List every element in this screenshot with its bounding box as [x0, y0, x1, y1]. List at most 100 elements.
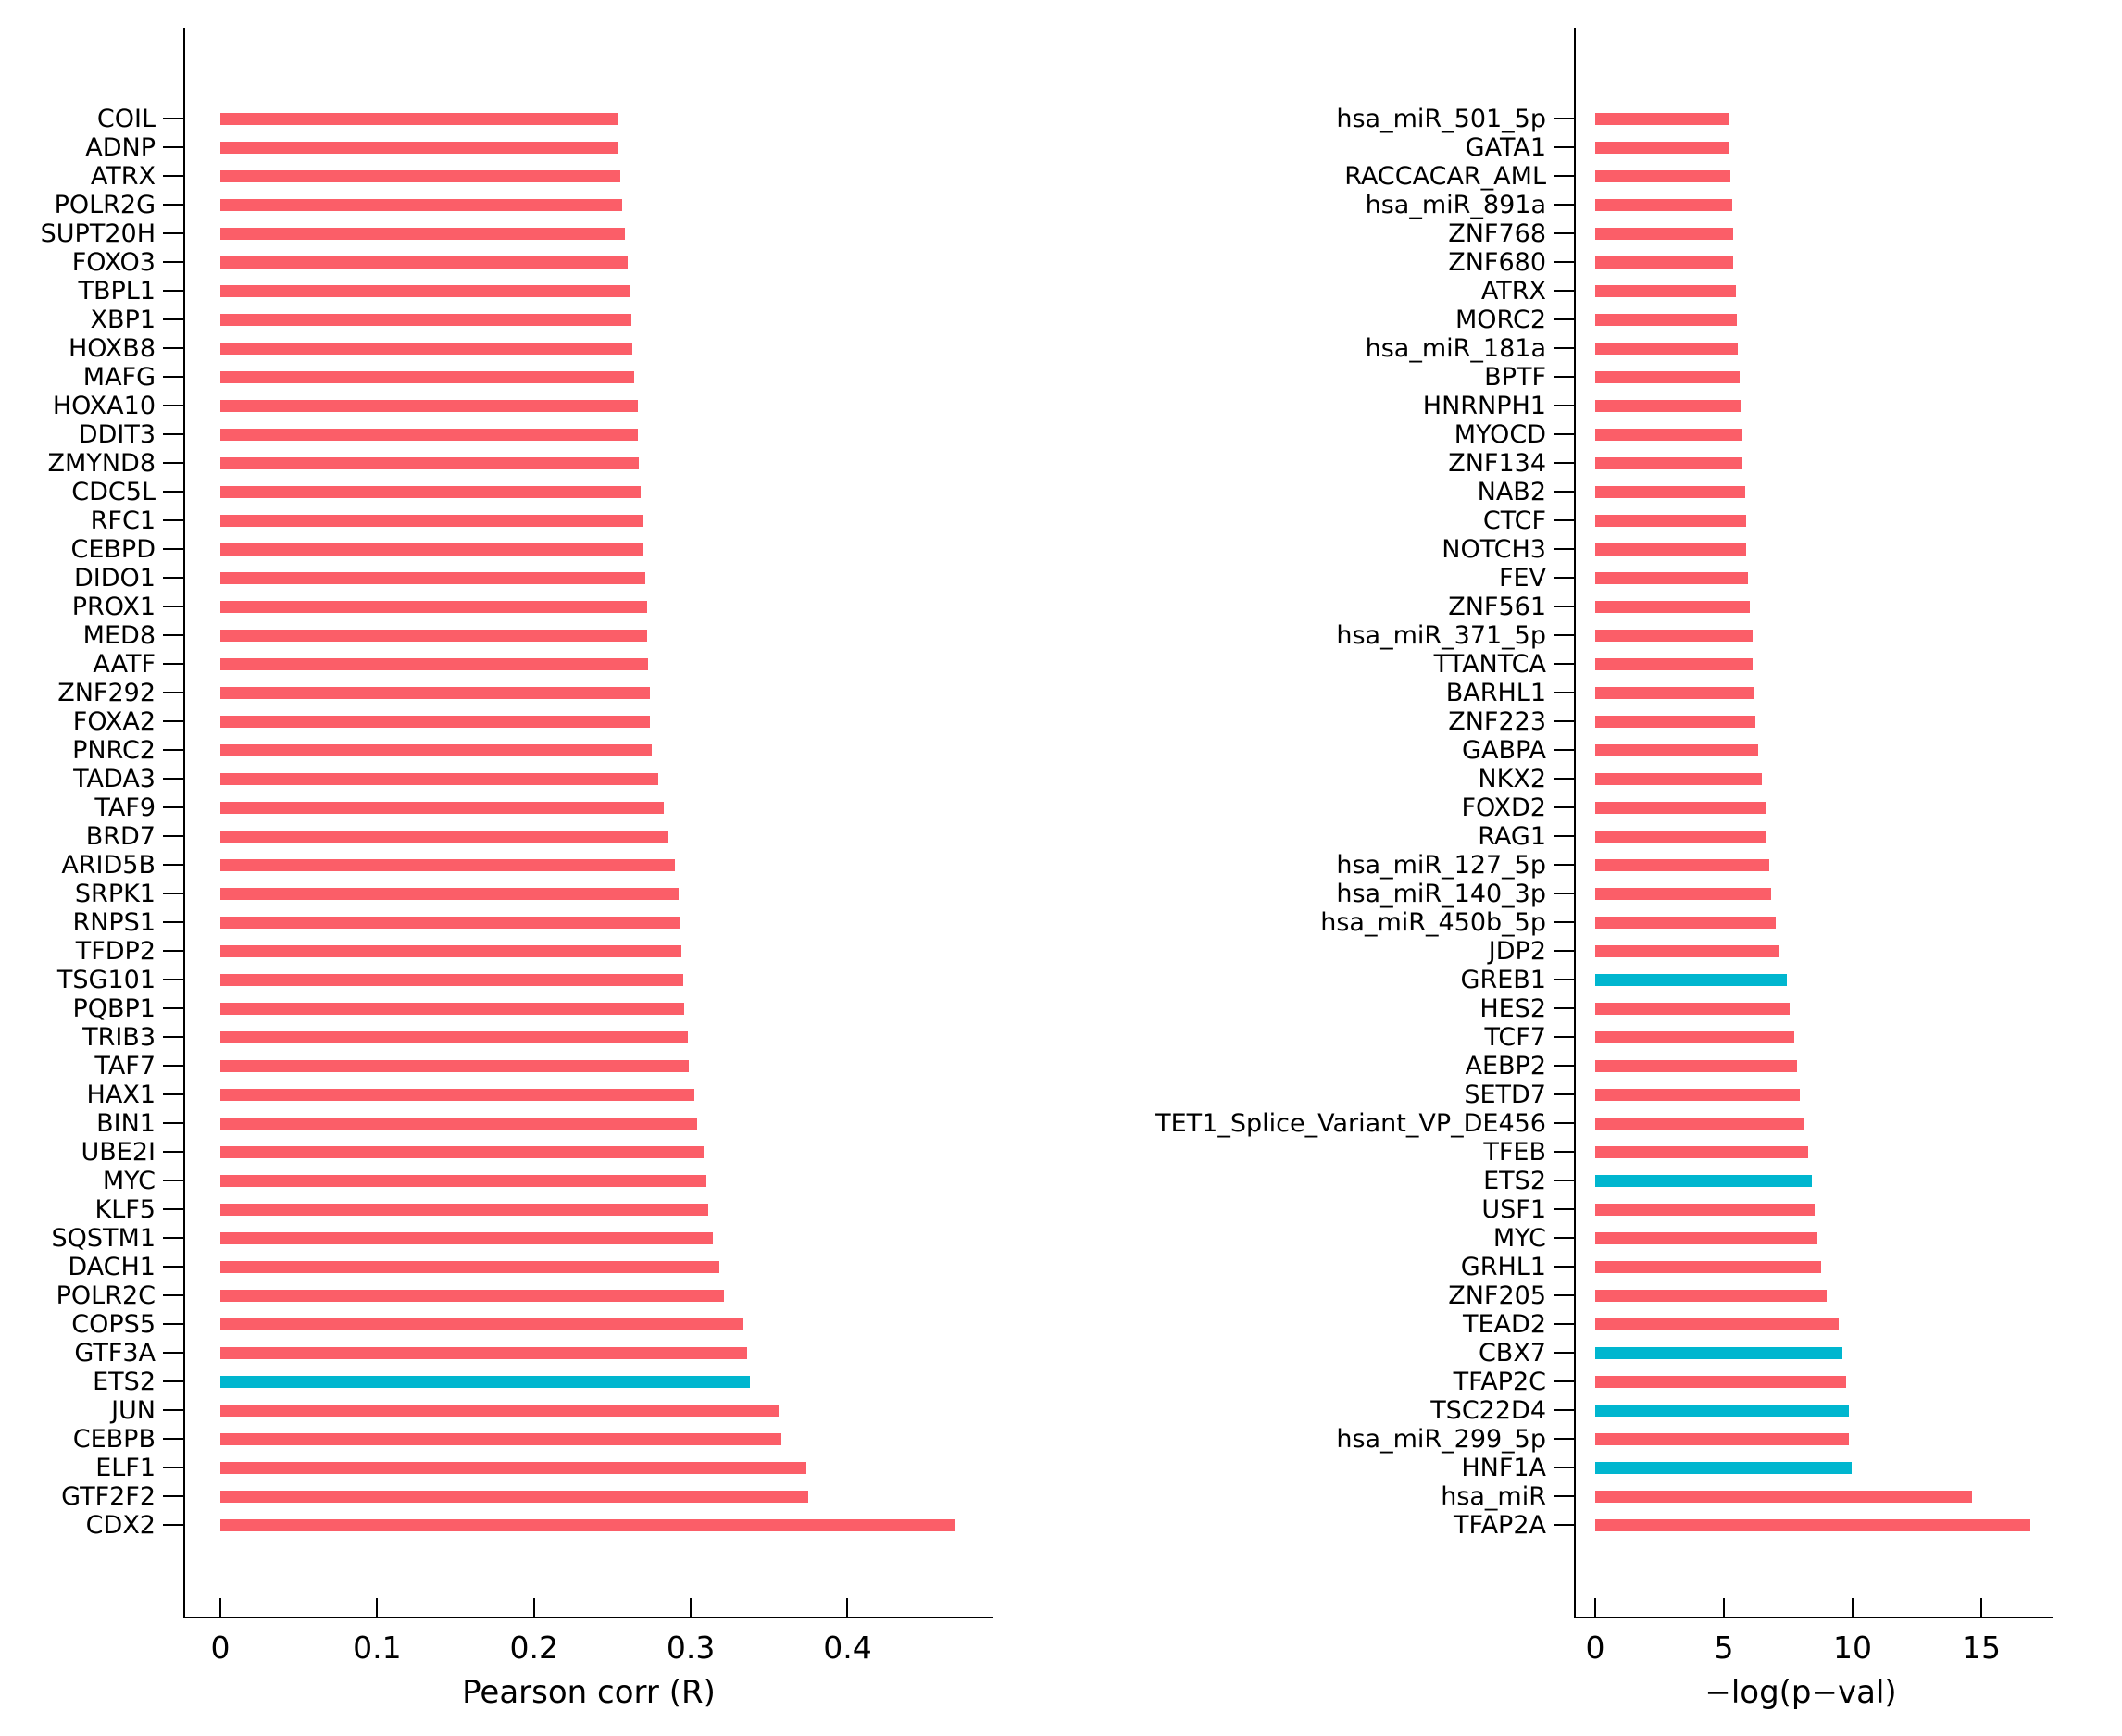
bar-CEBPD — [220, 543, 643, 556]
y-tick — [163, 835, 183, 837]
bar-FOXD2 — [1595, 801, 1766, 814]
y-tick — [1554, 1409, 1574, 1411]
category-label: RACCACAR_AML — [1344, 162, 1546, 191]
y-tick — [1554, 979, 1574, 980]
y-tick — [163, 1352, 183, 1354]
category-label: CEBPD — [70, 535, 156, 564]
y-tick — [1554, 405, 1574, 406]
y-tick — [163, 1180, 183, 1181]
category-label: DACH1 — [68, 1253, 156, 1281]
category-label: RNPS1 — [72, 908, 156, 937]
bar-MYOCD — [1595, 428, 1742, 441]
bar-POLR2G — [220, 198, 622, 211]
x-tick — [532, 1598, 535, 1617]
bar-BRD7 — [220, 830, 668, 843]
category-label: TADA3 — [73, 765, 156, 793]
y-tick — [163, 462, 183, 464]
y-tick — [163, 290, 183, 292]
y-tick — [163, 347, 183, 349]
y-tick — [1554, 1122, 1574, 1124]
category-label: XBP1 — [90, 306, 156, 334]
y-tick — [163, 806, 183, 808]
category-label: CBX7 — [1478, 1339, 1546, 1368]
bar-TSG101 — [220, 973, 683, 986]
bar-TEAD2 — [1595, 1318, 1839, 1330]
category-label: TFAP2A — [1454, 1511, 1546, 1540]
y-tick — [1554, 1237, 1574, 1239]
x-tick-label: 0.2 — [509, 1630, 558, 1666]
y-tick — [1554, 146, 1574, 148]
y-tick — [163, 1524, 183, 1526]
bar-MORC2 — [1595, 313, 1737, 326]
category-label: TET1_Splice_Variant_VP_DE456 — [1155, 1109, 1546, 1138]
x-tick — [1594, 1598, 1596, 1617]
y-tick — [1554, 175, 1574, 177]
y-tick — [1554, 778, 1574, 780]
bar-hsa_miR — [1595, 1490, 1972, 1503]
category-label: ETS2 — [1483, 1167, 1546, 1195]
y-tick — [1554, 921, 1574, 923]
category-label: ZNF768 — [1448, 219, 1546, 248]
bar-COPS5 — [220, 1318, 743, 1330]
y-tick — [1554, 1467, 1574, 1468]
bar-RAG1 — [1595, 830, 1766, 843]
bar-COIL — [220, 112, 618, 125]
category-label: ZNF561 — [1448, 593, 1546, 621]
category-label: hsa_miR_140_3p — [1336, 880, 1546, 908]
category-label: ADNP — [85, 133, 156, 162]
y-tick — [1554, 835, 1574, 837]
bar-BPTF — [1595, 370, 1740, 383]
category-label: CTCF — [1482, 506, 1546, 535]
y-tick — [163, 1266, 183, 1268]
bar-ZNF292 — [220, 686, 650, 699]
bar-ZNF768 — [1595, 227, 1733, 240]
category-label: TCF7 — [1484, 1023, 1546, 1052]
category-label: UBE2I — [81, 1138, 156, 1167]
y-tick — [163, 778, 183, 780]
bar-TAF7 — [220, 1059, 689, 1072]
y-tick — [163, 1495, 183, 1497]
y-tick — [163, 1237, 183, 1239]
y-tick — [163, 1467, 183, 1468]
bar-HNRNPH1 — [1595, 399, 1741, 412]
bar-TFAP2C — [1595, 1375, 1846, 1388]
bar-BIN1 — [220, 1117, 697, 1130]
bar-SRPK1 — [220, 887, 679, 900]
category-label: FOXA2 — [72, 707, 156, 736]
x-tick — [1851, 1598, 1854, 1617]
bar-HOXB8 — [220, 342, 632, 355]
category-label: ZNF134 — [1448, 449, 1546, 478]
bar-ZNF205 — [1595, 1289, 1827, 1302]
category-label: USF1 — [1481, 1195, 1546, 1224]
y-tick — [1554, 806, 1574, 808]
category-label: MYC — [102, 1167, 156, 1195]
y-tick — [163, 864, 183, 866]
y-tick — [163, 720, 183, 722]
x-tick-label: 5 — [1714, 1630, 1734, 1666]
y-tick — [1554, 232, 1574, 234]
y-tick — [1554, 1380, 1574, 1382]
x-tick-label: 0.1 — [353, 1630, 402, 1666]
y-tick — [163, 146, 183, 148]
category-label: ATRX — [90, 162, 156, 191]
category-label: hsa_miR_501_5p — [1336, 105, 1546, 133]
category-label: COPS5 — [71, 1310, 156, 1339]
category-label: RFC1 — [90, 506, 156, 535]
bar-XBP1 — [220, 313, 631, 326]
log-pval-chart-y-axis-spine — [1574, 28, 1576, 1618]
bar-RACCACAR_AML — [1595, 169, 1730, 182]
category-label: BPTF — [1484, 363, 1546, 392]
x-tick — [376, 1598, 379, 1617]
category-label: PNRC2 — [72, 736, 156, 765]
bar-TSC22D4 — [1595, 1404, 1849, 1417]
y-tick — [1554, 433, 1574, 435]
bar-DACH1 — [220, 1260, 719, 1273]
category-label: GREB1 — [1460, 966, 1546, 994]
category-label: MYOCD — [1454, 420, 1546, 449]
category-label: hsa_miR_181a — [1365, 334, 1546, 363]
bar-NAB2 — [1595, 485, 1745, 498]
bar-KLF5 — [220, 1203, 708, 1216]
bar-GTF2F2 — [220, 1490, 808, 1503]
bar-TET1_Splice_Variant_VP_DE456 — [1595, 1117, 1804, 1130]
bar-hsa_miR_140_3p — [1595, 887, 1771, 900]
